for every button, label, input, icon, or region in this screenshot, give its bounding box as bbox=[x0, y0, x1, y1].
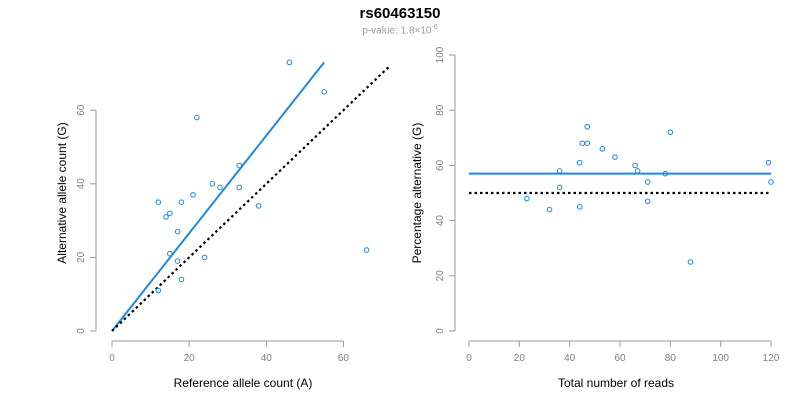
x-tick-label: 0 bbox=[466, 353, 472, 364]
data-point bbox=[363, 247, 370, 253]
y-tick-label: 80 bbox=[435, 104, 446, 116]
y-tick-label: 40 bbox=[435, 215, 446, 227]
data-point bbox=[687, 259, 694, 265]
data-point bbox=[236, 162, 243, 169]
data-point bbox=[634, 168, 641, 174]
y-tick-label: 20 bbox=[76, 251, 87, 263]
y-tick-label: 60 bbox=[76, 104, 87, 116]
y-tick-label: 20 bbox=[435, 270, 446, 282]
y-tick-label: 100 bbox=[435, 46, 446, 63]
p-value-exponent: -6 bbox=[431, 24, 438, 31]
left-scatter-plot: 0 20 40 60 0 20 40 60 Reference allele count (A)… bbox=[55, 59, 391, 390]
data-point bbox=[768, 179, 774, 185]
data-point bbox=[167, 210, 173, 217]
data-point bbox=[217, 184, 223, 191]
data-point bbox=[236, 184, 243, 191]
x-tick-label: 100 bbox=[712, 353, 729, 364]
data-point bbox=[201, 254, 208, 261]
data-point bbox=[190, 192, 196, 198]
data-point bbox=[546, 206, 553, 213]
data-point bbox=[174, 228, 181, 235]
data-point bbox=[174, 258, 181, 264]
data-point bbox=[632, 162, 638, 169]
x-tick-label: 60 bbox=[338, 353, 350, 364]
data-point bbox=[644, 179, 651, 185]
x-tick-label: 0 bbox=[109, 353, 115, 364]
data-point bbox=[178, 199, 185, 205]
x-axis-label: Reference allele count (A) bbox=[174, 376, 313, 390]
data-point bbox=[209, 181, 216, 187]
data-point bbox=[321, 89, 327, 95]
data-point bbox=[584, 140, 591, 147]
data-point bbox=[255, 203, 262, 209]
y-tick-label: 60 bbox=[435, 159, 446, 171]
x-tick-label: 20 bbox=[184, 353, 196, 364]
x-tick-label: 20 bbox=[514, 353, 526, 364]
chart-subtitle: p-value: 1.8×10-6 bbox=[0, 24, 800, 36]
data-point bbox=[178, 276, 185, 283]
y-tick-label: 0 bbox=[435, 328, 446, 334]
x-tick-label: 40 bbox=[564, 353, 576, 364]
data-point bbox=[155, 287, 162, 294]
y-tick-label: 40 bbox=[76, 178, 87, 190]
x-tick-label: 60 bbox=[614, 353, 626, 364]
y-axis-label: Alternative allele count (G) bbox=[55, 122, 69, 263]
data-point bbox=[584, 123, 591, 130]
chart-title: rs60463150 bbox=[359, 5, 441, 22]
data-point bbox=[556, 168, 563, 174]
data-point bbox=[644, 198, 651, 205]
data-point bbox=[163, 214, 169, 220]
data-point bbox=[556, 184, 563, 191]
x-tick-label: 40 bbox=[261, 353, 273, 364]
data-point bbox=[576, 159, 583, 166]
data-point bbox=[765, 159, 772, 166]
data-point bbox=[579, 140, 586, 147]
data-point bbox=[524, 195, 530, 202]
data-point bbox=[612, 154, 618, 160]
y-tick-label: 0 bbox=[76, 328, 87, 334]
y-axis-label: Percentage alternative (G) bbox=[410, 123, 424, 264]
data-point bbox=[286, 59, 293, 66]
data-point bbox=[599, 146, 606, 152]
fit-line bbox=[111, 61, 325, 332]
reference-line bbox=[111, 65, 391, 332]
data-point bbox=[194, 114, 200, 121]
data-point bbox=[667, 129, 674, 136]
x-tick-label: 120 bbox=[763, 353, 780, 364]
data-point bbox=[167, 250, 173, 257]
right-scatter-plot: 0 20 40 60 80 100 120 0 20 40 60 80 100 Total number … bbox=[410, 46, 780, 390]
data-point bbox=[662, 170, 669, 177]
x-tick-label: 80 bbox=[665, 353, 677, 364]
x-axis-label: Total number of reads bbox=[558, 376, 674, 390]
data-point bbox=[576, 204, 583, 210]
p-value-text: p-value: 1.8×10 bbox=[362, 25, 432, 37]
data-point bbox=[155, 199, 162, 205]
